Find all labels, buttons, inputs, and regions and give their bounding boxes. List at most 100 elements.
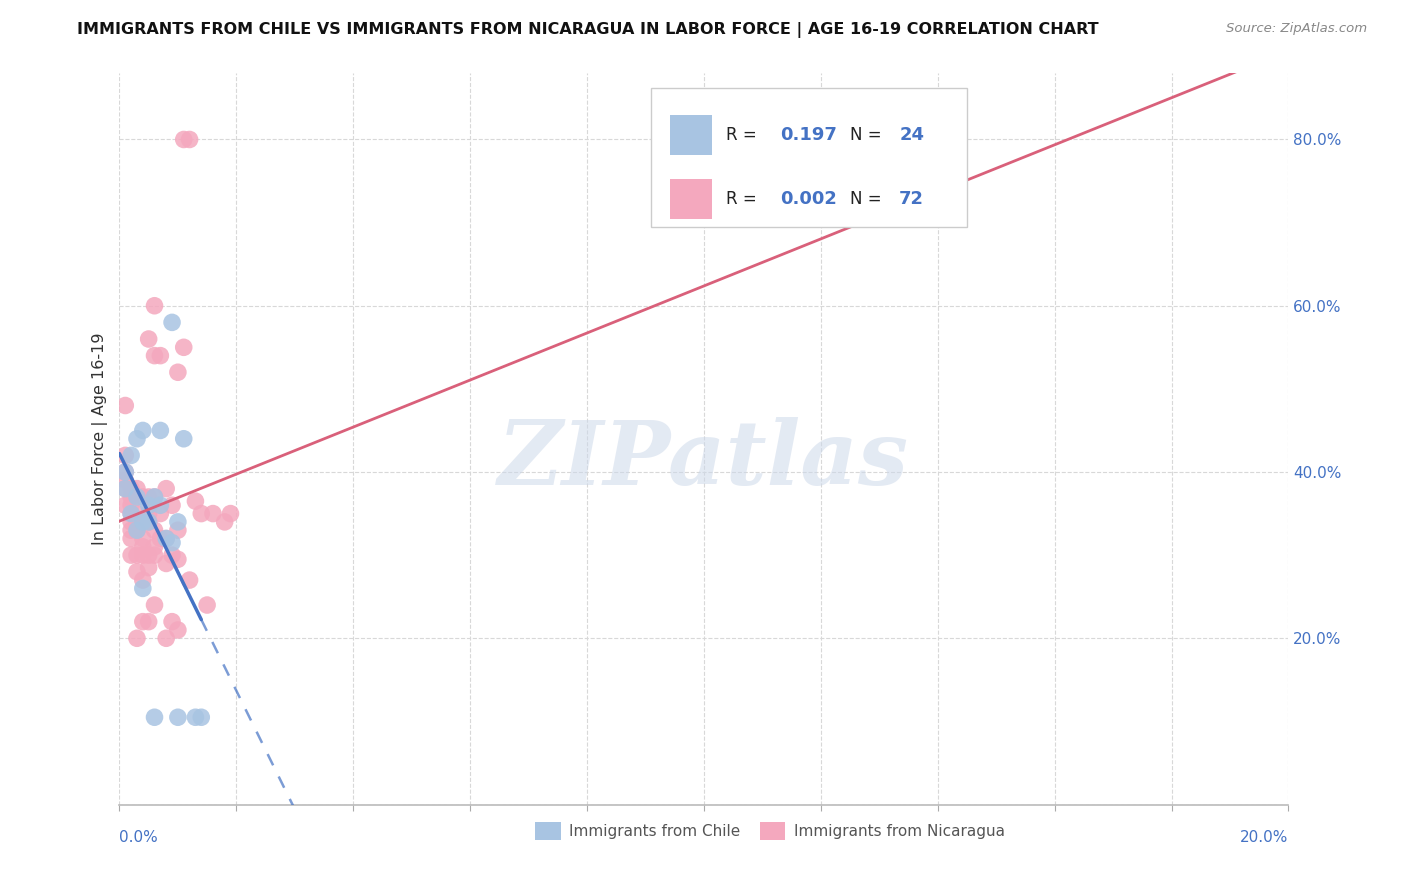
Point <box>143 540 166 554</box>
Point <box>132 424 155 438</box>
Point <box>125 632 148 646</box>
Point <box>219 507 242 521</box>
Point <box>114 449 136 463</box>
Point <box>125 515 148 529</box>
Point <box>167 710 190 724</box>
Point <box>149 349 172 363</box>
Point <box>160 548 183 562</box>
Point <box>138 507 160 521</box>
Text: 72: 72 <box>900 190 924 208</box>
Text: ZIPatlas: ZIPatlas <box>499 417 910 504</box>
Point <box>125 490 148 504</box>
Point <box>125 482 148 496</box>
Text: Source: ZipAtlas.com: Source: ZipAtlas.com <box>1226 22 1367 36</box>
Point <box>155 532 177 546</box>
FancyBboxPatch shape <box>671 115 711 155</box>
Point <box>120 548 142 562</box>
Point <box>120 523 142 537</box>
Point <box>120 515 142 529</box>
Point <box>125 565 148 579</box>
Point <box>138 332 160 346</box>
Point <box>160 498 183 512</box>
Point <box>149 507 172 521</box>
Point <box>138 498 160 512</box>
Point <box>138 560 160 574</box>
Point <box>214 515 236 529</box>
Point <box>167 365 190 379</box>
Point <box>155 632 177 646</box>
Text: N =: N = <box>851 126 882 145</box>
Point <box>201 507 224 521</box>
Point <box>125 523 148 537</box>
Point <box>179 132 201 146</box>
FancyBboxPatch shape <box>671 178 711 219</box>
Point <box>195 598 218 612</box>
Point <box>167 552 190 566</box>
Point <box>132 548 155 562</box>
Point <box>132 490 155 504</box>
Point <box>179 573 201 587</box>
Point <box>184 710 207 724</box>
Point <box>149 532 172 546</box>
Point <box>160 615 183 629</box>
Text: 0.0%: 0.0% <box>120 830 159 845</box>
Point <box>138 548 160 562</box>
Point <box>132 573 155 587</box>
Point <box>120 507 142 521</box>
Point <box>120 490 142 504</box>
Point <box>155 557 177 571</box>
Point <box>155 482 177 496</box>
Point <box>114 498 136 512</box>
Point <box>120 507 142 521</box>
Point <box>132 582 155 596</box>
Point <box>114 465 136 479</box>
Point <box>138 615 160 629</box>
Point <box>167 523 190 537</box>
Point <box>120 498 142 512</box>
Point <box>132 515 155 529</box>
Text: N =: N = <box>851 190 882 208</box>
Point <box>160 535 183 549</box>
Point <box>125 548 148 562</box>
Point <box>114 399 136 413</box>
Text: 20.0%: 20.0% <box>1240 830 1288 845</box>
Point <box>143 710 166 724</box>
Point <box>114 482 136 496</box>
Text: R =: R = <box>725 190 756 208</box>
Point <box>160 315 183 329</box>
Point <box>143 548 166 562</box>
Text: 0.197: 0.197 <box>780 126 837 145</box>
Point <box>132 615 155 629</box>
Point <box>125 507 148 521</box>
Point <box>143 299 166 313</box>
Point <box>149 424 172 438</box>
Point <box>143 490 166 504</box>
Point <box>125 523 148 537</box>
FancyBboxPatch shape <box>651 87 967 227</box>
Point <box>190 710 212 724</box>
Point <box>120 532 142 546</box>
Text: IMMIGRANTS FROM CHILE VS IMMIGRANTS FROM NICARAGUA IN LABOR FORCE | AGE 16-19 CO: IMMIGRANTS FROM CHILE VS IMMIGRANTS FROM… <box>77 22 1099 38</box>
Point <box>190 507 212 521</box>
Point <box>125 432 148 446</box>
Point <box>143 349 166 363</box>
Point <box>132 532 155 546</box>
Point <box>114 465 136 479</box>
Text: 24: 24 <box>900 126 924 145</box>
Point <box>143 490 166 504</box>
Point <box>149 498 172 512</box>
Text: Immigrants from Chile: Immigrants from Chile <box>569 824 740 838</box>
Point <box>173 132 195 146</box>
Point <box>184 494 207 508</box>
Point <box>173 340 195 354</box>
Point <box>132 515 155 529</box>
Point <box>114 482 136 496</box>
Point <box>120 482 142 496</box>
Point <box>120 449 142 463</box>
Point <box>143 598 166 612</box>
Text: R =: R = <box>725 126 756 145</box>
Point <box>138 515 160 529</box>
Text: Immigrants from Nicaragua: Immigrants from Nicaragua <box>794 824 1005 838</box>
Point <box>114 473 136 487</box>
Point <box>132 540 155 554</box>
